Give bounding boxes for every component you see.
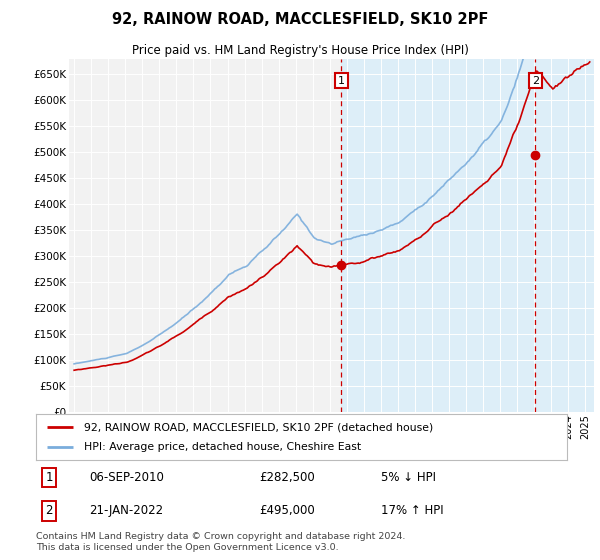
Text: £495,000: £495,000 bbox=[259, 504, 315, 517]
Text: Price paid vs. HM Land Registry's House Price Index (HPI): Price paid vs. HM Land Registry's House … bbox=[131, 44, 469, 57]
Text: £282,500: £282,500 bbox=[259, 471, 315, 484]
Text: 21-JAN-2022: 21-JAN-2022 bbox=[89, 504, 163, 517]
Text: 92, RAINOW ROAD, MACCLESFIELD, SK10 2PF (detached house): 92, RAINOW ROAD, MACCLESFIELD, SK10 2PF … bbox=[84, 422, 433, 432]
Text: 2: 2 bbox=[532, 76, 539, 86]
Text: HPI: Average price, detached house, Cheshire East: HPI: Average price, detached house, Ches… bbox=[84, 442, 361, 452]
Text: 5% ↓ HPI: 5% ↓ HPI bbox=[381, 471, 436, 484]
Bar bbox=[69, 59, 341, 412]
Bar bbox=[341, 59, 594, 412]
Text: Contains HM Land Registry data © Crown copyright and database right 2024.
This d: Contains HM Land Registry data © Crown c… bbox=[36, 533, 406, 552]
Text: 2: 2 bbox=[46, 504, 53, 517]
Text: 1: 1 bbox=[46, 471, 53, 484]
Text: 1: 1 bbox=[338, 76, 345, 86]
Text: 06-SEP-2010: 06-SEP-2010 bbox=[89, 471, 164, 484]
Text: 92, RAINOW ROAD, MACCLESFIELD, SK10 2PF: 92, RAINOW ROAD, MACCLESFIELD, SK10 2PF bbox=[112, 12, 488, 27]
Text: 17% ↑ HPI: 17% ↑ HPI bbox=[381, 504, 444, 517]
